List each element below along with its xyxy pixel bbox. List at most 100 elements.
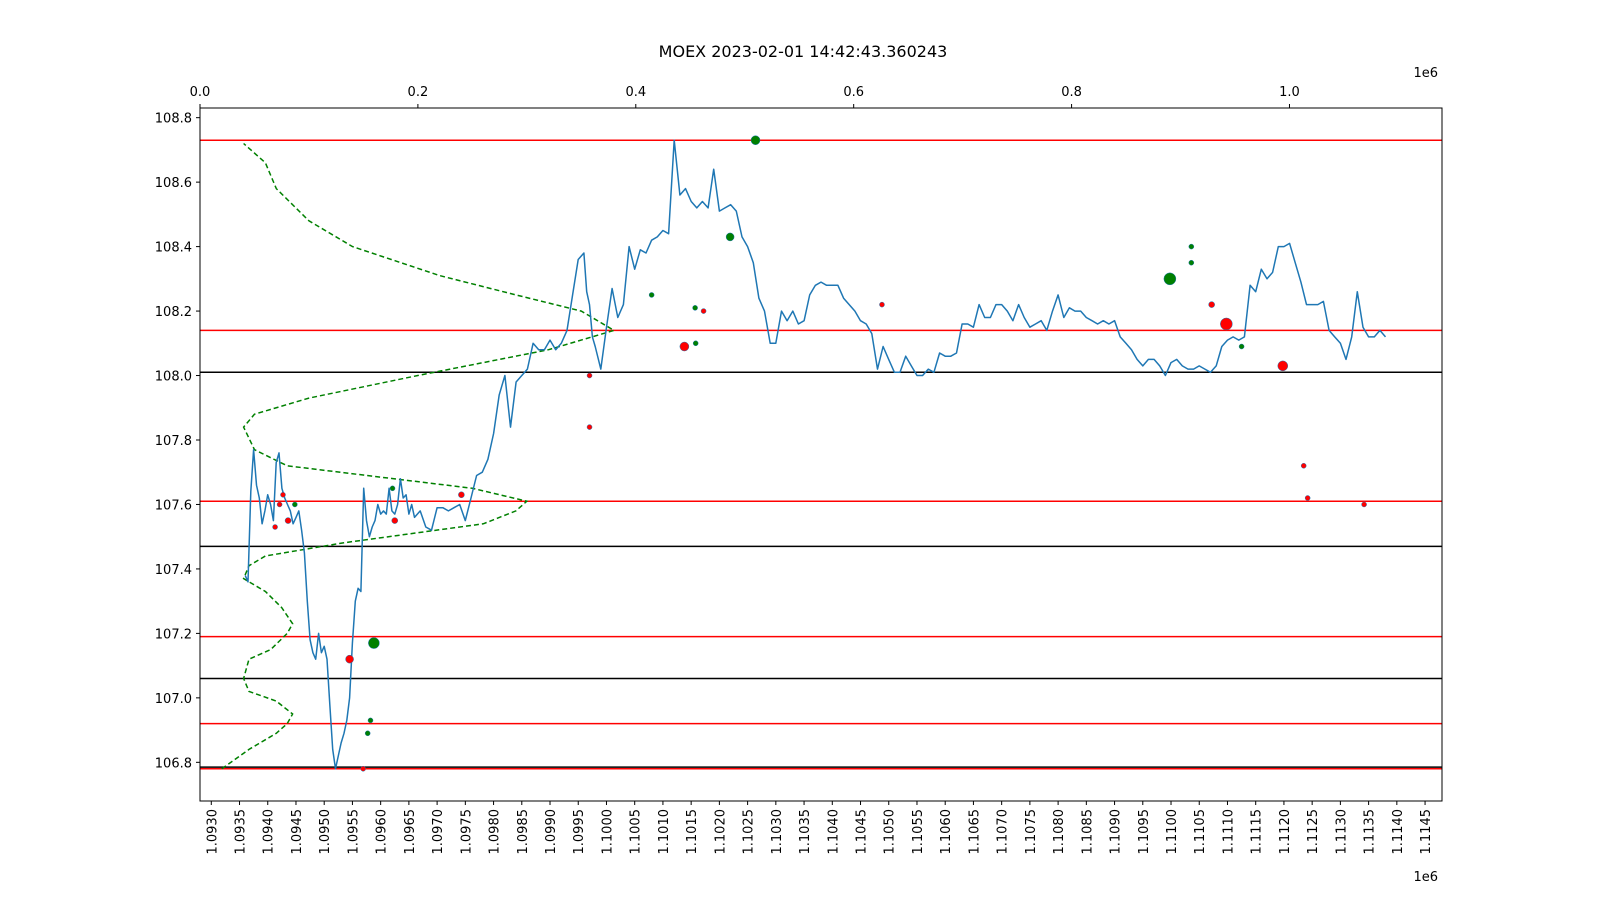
sell-marker — [1300, 463, 1307, 469]
price-series — [244, 139, 1387, 770]
y-tick-label: 108.6 — [155, 176, 192, 191]
buy-marker — [368, 637, 380, 649]
sell-marker — [1304, 495, 1311, 501]
price-line — [244, 139, 1387, 770]
x-tick-label: 1.1060 — [939, 809, 954, 855]
x-tick-label: 1.1000 — [600, 809, 615, 855]
y-tick-label: 108.0 — [155, 370, 192, 385]
x-tick-label: 1.1045 — [855, 809, 870, 855]
x-tick-label: 1.1100 — [1165, 809, 1180, 855]
bottom-x-offset-label: 1e6 — [1413, 870, 1438, 885]
y-tick-label: 107.6 — [155, 498, 192, 513]
plot-frame — [199, 107, 1443, 802]
top-x-tick-label: 0.0 — [190, 85, 211, 100]
x-tick-label: 1.1065 — [967, 809, 982, 855]
x-tick-label: 1.1085 — [1080, 809, 1095, 855]
buy-marker — [389, 485, 396, 492]
chart-title: MOEX 2023-02-01 14:42:43.360243 — [659, 42, 948, 61]
x-tick-label: 1.1125 — [1306, 809, 1321, 855]
buy-marker — [1188, 243, 1195, 250]
x-tick-label: 1.1040 — [826, 809, 841, 855]
buy-marker — [692, 305, 698, 311]
sell-marker — [391, 517, 399, 524]
buy-marker — [750, 135, 761, 145]
sell-marker — [1208, 301, 1215, 308]
x-tick-label: 1.0980 — [488, 809, 503, 855]
sell-marker — [284, 517, 292, 524]
x-tick-label: 1.0975 — [459, 809, 474, 855]
x-tick-label: 1.1050 — [883, 809, 898, 855]
x-tick-label: 1.0955 — [346, 809, 361, 855]
x-tick-label: 1.1145 — [1419, 809, 1434, 855]
sell-marker — [586, 424, 593, 430]
x-tick-label: 1.1095 — [1137, 809, 1152, 855]
y-tick-label: 108.8 — [155, 112, 192, 127]
x-tick-label: 1.1115 — [1250, 809, 1265, 855]
x-tick-label: 1.0995 — [572, 809, 587, 855]
top-x-tick-label: 0.4 — [625, 85, 646, 100]
x-tick-label: 1.0935 — [234, 809, 249, 855]
buy-marker — [692, 340, 699, 347]
buy-marker — [364, 730, 371, 737]
sell-marker — [345, 654, 354, 664]
sell-marker — [700, 308, 707, 314]
buy-marker — [292, 501, 298, 508]
y-tick-label: 107.2 — [155, 627, 192, 642]
x-tick-label: 1.1070 — [996, 809, 1011, 855]
sell-marker — [360, 766, 366, 772]
buy-marker — [648, 292, 655, 298]
x-tick-label: 1.1075 — [1024, 809, 1039, 855]
top-x-axis: 0.0 0.2 0.4 0.6 0.8 1.0 — [190, 85, 1300, 108]
x-tick-label: 1.1120 — [1278, 809, 1293, 855]
buy-marker — [725, 232, 735, 242]
x-tick-label: 1.1110 — [1221, 809, 1236, 855]
sell-marker — [586, 372, 593, 379]
buy-marker — [1188, 259, 1195, 266]
x-tick-label: 1.1105 — [1193, 809, 1208, 855]
x-tick-label: 1.1090 — [1109, 809, 1124, 855]
buy-marker — [1163, 272, 1177, 286]
sell-marker — [1220, 317, 1233, 331]
x-tick-label: 1.0950 — [318, 809, 333, 855]
volume-profile — [221, 142, 616, 770]
x-tick-label: 1.1135 — [1363, 809, 1378, 855]
y-tick-label: 107.4 — [155, 563, 192, 578]
plot-area — [200, 108, 1442, 801]
x-tick-label: 1.1010 — [657, 809, 672, 855]
sell-marker — [458, 491, 465, 499]
x-tick-label: 1.0970 — [431, 809, 446, 855]
y-tick-label: 106.8 — [155, 756, 192, 771]
x-axis: 1.0930 1.0935 1.0940 1.0945 1.0950 1.0955 1.09… — [205, 801, 1434, 855]
x-tick-label: 1.1030 — [770, 809, 785, 855]
sell-marker — [1361, 501, 1367, 508]
x-tick-label: 1.0985 — [516, 809, 531, 855]
top-x-tick-label: 0.8 — [1061, 85, 1082, 100]
sell-marker — [1277, 360, 1289, 372]
x-tick-label: 1.0990 — [544, 809, 559, 855]
x-tick-label: 1.1020 — [713, 809, 728, 855]
y-axis: 106.8 107.0 107.2 107.4 107.6 107.8 108.0 108.2… — [155, 112, 200, 771]
x-tick-label: 1.1025 — [742, 809, 757, 855]
buy-marker — [1238, 343, 1245, 350]
y-tick-label: 107.8 — [155, 434, 192, 449]
buy-marker — [367, 717, 374, 724]
top-x-tick-label: 1.0 — [1279, 85, 1300, 100]
x-tick-label: 1.0930 — [205, 809, 220, 855]
x-tick-label: 1.1140 — [1391, 809, 1406, 855]
sell-marker — [879, 301, 885, 308]
x-tick-label: 1.0945 — [290, 809, 305, 855]
sell-marker — [276, 501, 283, 508]
y-tick-label: 107.0 — [155, 692, 192, 707]
x-tick-label: 1.0965 — [403, 809, 418, 855]
top-x-offset-label: 1e6 — [1413, 66, 1438, 81]
x-tick-label: 1.1015 — [685, 809, 700, 855]
x-tick-label: 1.0940 — [262, 809, 277, 855]
x-tick-label: 1.0960 — [375, 809, 390, 855]
y-tick-label: 108.4 — [155, 241, 192, 256]
x-tick-label: 1.1035 — [798, 809, 813, 855]
trade-markers — [272, 135, 1367, 772]
top-x-tick-label: 0.6 — [843, 85, 864, 100]
x-tick-label: 1.1130 — [1334, 809, 1349, 855]
x-tick-label: 1.1080 — [1052, 809, 1067, 855]
top-x-tick-label: 0.2 — [408, 85, 429, 100]
